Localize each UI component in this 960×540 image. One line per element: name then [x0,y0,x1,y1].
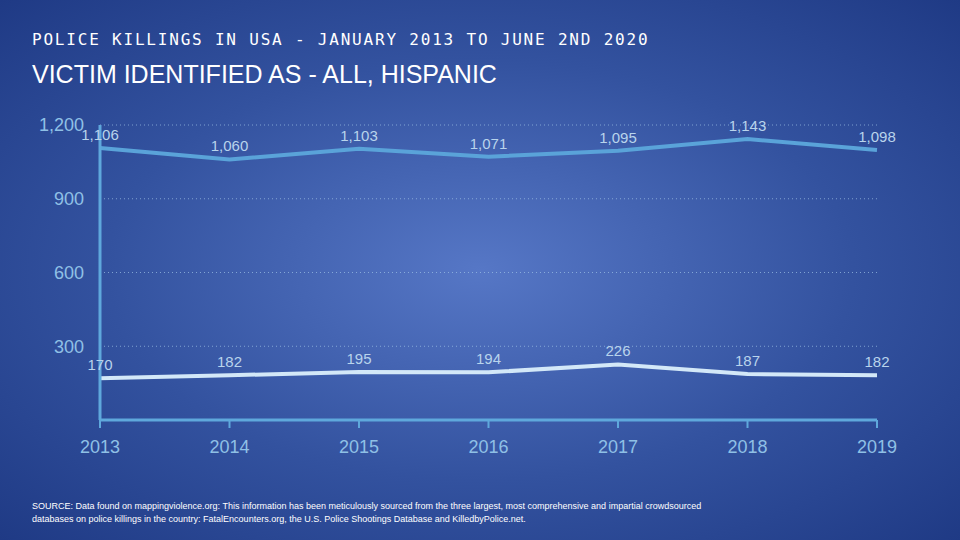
svg-text:1,060: 1,060 [211,137,249,154]
svg-text:2013: 2013 [80,437,120,457]
svg-text:2017: 2017 [598,437,638,457]
svg-text:900: 900 [54,189,84,209]
svg-text:600: 600 [54,263,84,283]
html-text:SOURCE: Data found on mappingv: SOURCE: Data found on mappingviolence.or… [32,501,702,524]
svg-text:2018: 2018 [727,437,767,457]
svg-text:2016: 2016 [468,437,508,457]
svg-text:195: 195 [346,350,371,367]
html-text:VICTIM IDENTIFIED AS - ALL, HI: VICTIM IDENTIFIED AS - ALL, HISPANIC [32,60,497,88]
svg-text:1,200: 1,200 [39,115,84,135]
svg-text:194: 194 [476,350,501,367]
svg-text:182: 182 [864,353,889,370]
html-text:POLICE KILLINGS IN USA - JANUA: POLICE KILLINGS IN USA - JANUARY 2013 TO… [32,30,650,49]
svg-text:2015: 2015 [339,437,379,457]
svg-text:1,106: 1,106 [81,126,119,143]
svg-text:1,098: 1,098 [858,128,896,145]
svg-text:170: 170 [87,356,112,373]
svg-text:1,095: 1,095 [599,129,637,146]
svg-text:1,071: 1,071 [470,135,508,152]
svg-text:300: 300 [54,337,84,357]
svg-text:182: 182 [217,353,242,370]
svg-text:2019: 2019 [857,437,897,457]
svg-text:187: 187 [735,352,760,369]
svg-text:2014: 2014 [209,437,249,457]
svg-text:1,143: 1,143 [729,117,767,134]
svg-text:226: 226 [605,342,630,359]
svg-text:1,103: 1,103 [340,127,378,144]
